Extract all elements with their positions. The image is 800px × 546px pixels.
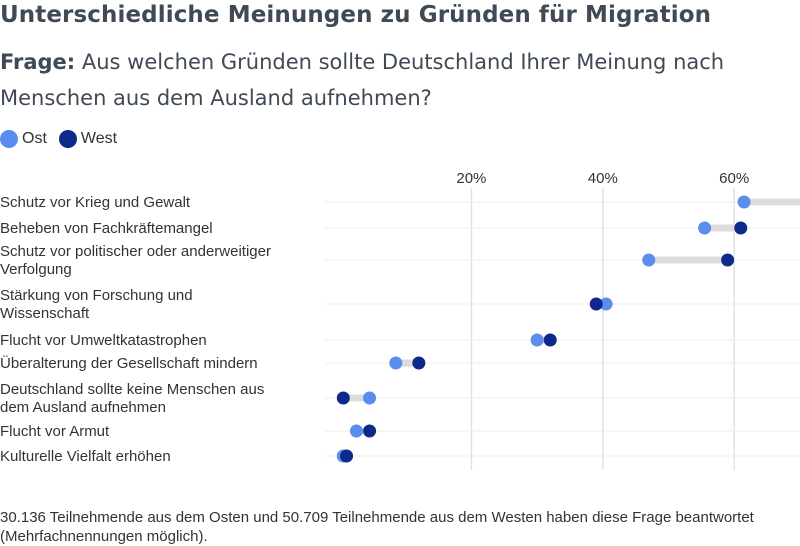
category-label: Kulturelle Vielfalt erhöhen: [0, 448, 171, 465]
legend-item-ost: Ost: [0, 130, 47, 148]
west-point: [543, 333, 557, 347]
category-label-line: Schutz vor politischer oder anderweitige…: [0, 243, 271, 260]
ost-point: [530, 333, 544, 347]
legend-label-ost: Ost: [22, 130, 47, 147]
legend: Ost West: [0, 130, 129, 148]
ost-point: [389, 356, 403, 370]
west-point: [340, 449, 354, 463]
ost-point: [349, 424, 363, 438]
category-label-line: Stärkung von Forschung und: [0, 287, 193, 304]
ost-point: [599, 297, 613, 311]
x-tick-label: 60%: [719, 170, 749, 187]
category-label: Schutz vor Krieg und Gewalt: [0, 194, 191, 211]
dumbbell-chart: 20% 40% 60% Schutz vor Krieg und Gewalt Behe…: [0, 170, 800, 470]
category-label: Flucht vor Umweltkatastrophen: [0, 332, 207, 349]
category-label: Beheben von Fachkräftemangel: [0, 220, 213, 237]
category-label-line: Deutschland sollte keine Menschen aus: [0, 381, 264, 398]
category-label: Flucht vor Armut: [0, 423, 110, 440]
footnote: 30.136 Teilnehmende aus dem Osten und 50…: [0, 509, 754, 545]
category-label: Deutschland sollte keine Menschen aus dem…: [0, 381, 264, 416]
question-body: Aus welchen Gründen sollte Deutschland I…: [0, 50, 725, 110]
ost-point: [698, 221, 712, 235]
category-label: Schutz vor politischer oder anderweitige…: [0, 243, 271, 278]
west-point: [734, 221, 748, 235]
category-label-line: Wissenschaft: [0, 305, 90, 322]
category-label-line: dem Ausland aufnehmen: [0, 399, 166, 416]
question-text: Frage: Aus welchen Gründen sollte Deutsc…: [0, 44, 790, 116]
legend-dot-ost: [0, 130, 18, 148]
ost-point: [363, 391, 377, 405]
x-tick-label: 20%: [456, 170, 486, 187]
legend-dot-west: [58, 130, 77, 148]
x-tick-label: 40%: [588, 170, 618, 187]
chart-title: Unterschiedliche Meinungen zu Gründen fü…: [0, 2, 712, 28]
west-point: [589, 297, 603, 311]
category-label: Stärkung von Forschung und Wissenschaft: [0, 287, 193, 322]
west-point: [412, 356, 426, 370]
category-label-line: Verfolgung: [0, 261, 72, 278]
west-point: [336, 391, 350, 405]
category-label: Überalterung der Gesellschaft mindern: [0, 354, 258, 372]
legend-item-west: West: [58, 130, 118, 148]
ost-point: [642, 253, 656, 267]
west-point: [721, 253, 735, 267]
west-point: [363, 424, 377, 438]
question-prefix: Frage:: [0, 50, 76, 74]
ost-point: [737, 195, 751, 209]
legend-label-west: West: [80, 130, 118, 147]
